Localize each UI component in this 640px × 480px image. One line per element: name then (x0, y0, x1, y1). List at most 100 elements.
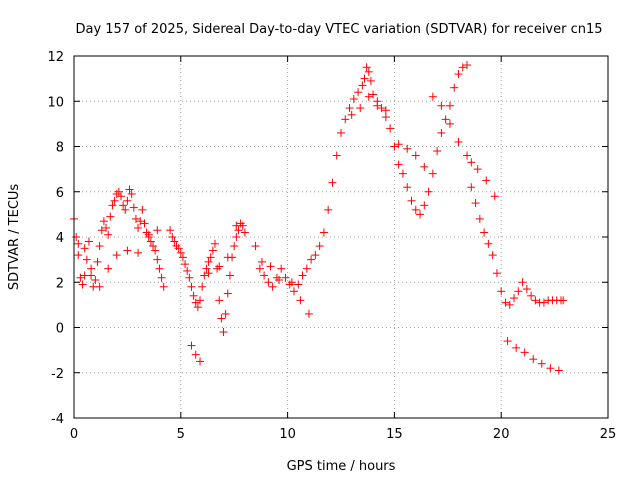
data-point (298, 271, 307, 280)
data-point (501, 298, 510, 307)
data-point (170, 237, 179, 246)
data-point (234, 226, 243, 235)
data-point (411, 205, 420, 214)
data-point (82, 255, 91, 264)
data-point (377, 104, 386, 113)
data-point (311, 251, 320, 260)
data-point (428, 92, 437, 101)
data-point (407, 196, 416, 205)
data-point (129, 203, 138, 212)
data-point (116, 192, 125, 201)
data-point (527, 291, 536, 300)
data-point (287, 278, 296, 287)
data-point (373, 101, 382, 110)
data-point (97, 226, 106, 235)
data-point (181, 260, 190, 269)
data-point (95, 282, 104, 291)
data-point (157, 273, 166, 282)
data-point (537, 359, 546, 368)
data-point (512, 343, 521, 352)
data-point (108, 201, 117, 210)
data-point (74, 239, 83, 248)
data-point (294, 280, 303, 289)
data-point (74, 251, 83, 260)
data-point (356, 104, 365, 113)
data-point (445, 119, 454, 128)
data-point (215, 296, 224, 305)
data-point (420, 162, 429, 171)
data-point (91, 275, 100, 284)
data-point (463, 151, 472, 160)
data-point (364, 67, 373, 76)
data-point (198, 282, 207, 291)
data-point (428, 169, 437, 178)
data-point (159, 282, 168, 291)
data-point (505, 300, 514, 309)
data-point (386, 124, 395, 133)
data-point (328, 178, 337, 187)
data-point (467, 158, 476, 167)
data-point (153, 255, 162, 264)
data-point (467, 183, 476, 192)
data-point (307, 255, 316, 264)
y-tick-label: 2 (56, 276, 64, 291)
data-point (390, 142, 399, 151)
data-point (290, 287, 299, 296)
data-point (80, 244, 89, 253)
data-point (208, 246, 217, 255)
data-point (221, 309, 230, 318)
data-point (296, 296, 305, 305)
data-point (403, 183, 412, 192)
data-point (78, 280, 87, 289)
data-point (302, 264, 311, 273)
data-point (223, 253, 232, 262)
data-point (424, 187, 433, 196)
data-point (255, 264, 264, 273)
data-point (454, 70, 463, 79)
data-point (104, 230, 113, 239)
data-point (354, 88, 363, 97)
data-point (76, 273, 85, 282)
data-point (497, 287, 506, 296)
data-point (232, 233, 241, 241)
data-point (104, 264, 113, 273)
data-point (416, 210, 425, 219)
data-point (492, 269, 501, 278)
data-point (134, 248, 143, 257)
x-tick-label: 25 (600, 427, 617, 442)
data-point (366, 76, 375, 85)
data-point (134, 223, 143, 232)
data-point (121, 205, 130, 214)
data-point (196, 296, 205, 305)
x-tick-label: 0 (70, 427, 78, 442)
data-point (433, 147, 442, 156)
data-point (174, 244, 183, 253)
y-tick-label: 12 (47, 50, 64, 65)
data-point (225, 271, 234, 280)
y-tick-label: -4 (51, 412, 64, 427)
data-point (275, 275, 284, 284)
data-point (450, 83, 459, 92)
data-point (93, 257, 102, 266)
data-point (146, 237, 155, 246)
x-tick-label: 15 (386, 427, 403, 442)
data-point (110, 196, 119, 205)
data-point (369, 90, 378, 99)
data-point (102, 223, 111, 232)
data-point (136, 217, 145, 226)
data-point (204, 269, 213, 278)
data-point (202, 264, 211, 273)
data-point (304, 309, 313, 318)
y-tick-label: 4 (56, 231, 64, 246)
data-point (140, 219, 149, 228)
data-point (125, 185, 134, 194)
data-point (112, 251, 121, 260)
data-point (72, 233, 81, 241)
y-tick-label: 6 (56, 186, 64, 201)
data-point (445, 101, 454, 110)
data-point (381, 113, 390, 122)
data-point (345, 104, 354, 113)
data-point (240, 228, 249, 237)
data-point (394, 160, 403, 169)
